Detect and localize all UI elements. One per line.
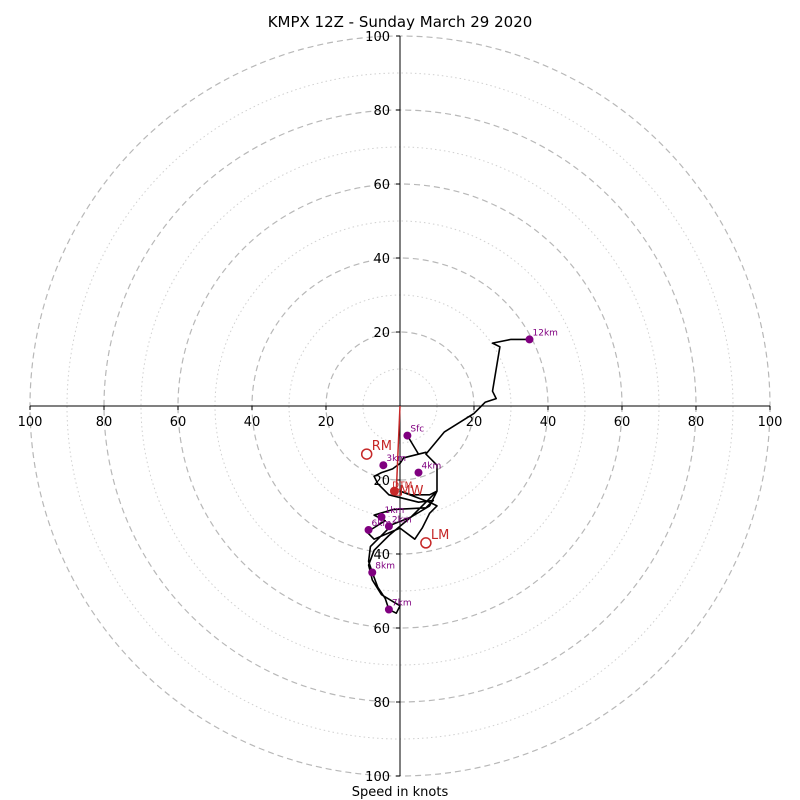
height-label-8km: 8km bbox=[375, 562, 395, 572]
x-tick-label: 20 bbox=[466, 415, 483, 430]
height-marker-3km bbox=[379, 461, 388, 470]
y-tick-label: 40 bbox=[373, 252, 390, 267]
y-tick-label: 80 bbox=[373, 696, 390, 711]
x-tick-label: 100 bbox=[18, 415, 43, 430]
x-tick-label: 60 bbox=[614, 415, 631, 430]
y-tick-label: 100 bbox=[365, 30, 390, 45]
x-tick-label: 20 bbox=[318, 415, 335, 430]
height-label-6km: 6km bbox=[372, 519, 392, 529]
height-marker-2km bbox=[384, 522, 393, 531]
height-marker-6km bbox=[364, 525, 373, 534]
storm-motion-dtm-label: DTM bbox=[392, 481, 412, 491]
height-label-sfc: Sfc bbox=[410, 425, 424, 435]
tick-labels: 100 80 60 40 20 20 40 60 80 100 100 80 60 40 20 20 40 60 8… bbox=[18, 30, 783, 785]
y-tick-label: 20 bbox=[373, 474, 390, 489]
x-tick-label: 40 bbox=[540, 415, 557, 430]
height-label-7km: 7km bbox=[392, 599, 412, 609]
y-tick-label: 20 bbox=[373, 326, 390, 341]
x-tick-label: 80 bbox=[96, 415, 113, 430]
height-marker-12km bbox=[525, 335, 534, 344]
x-tick-label: 80 bbox=[688, 415, 705, 430]
height-label-1km: 1km bbox=[385, 506, 405, 516]
height-marker-1km bbox=[377, 513, 386, 521]
storm-motion-rm-marker bbox=[360, 448, 373, 460]
x-tick-label: 60 bbox=[170, 415, 187, 430]
y-tick-label: 60 bbox=[373, 622, 390, 637]
x-tick-label: 40 bbox=[244, 415, 261, 430]
storm-motion-lm-label: LM bbox=[431, 528, 449, 543]
x-tick-label: 100 bbox=[758, 415, 783, 430]
height-marker-4km bbox=[414, 468, 423, 477]
hodograph-trace-group bbox=[365, 338, 530, 614]
height-marker-8km bbox=[368, 568, 377, 577]
y-tick-label: 80 bbox=[373, 104, 390, 119]
y-tick-label: 60 bbox=[373, 178, 390, 193]
storm-motion-mw-label: MW bbox=[399, 484, 423, 499]
storm-motion-dtm-marker bbox=[394, 488, 402, 496]
height-marker-sfc bbox=[403, 431, 412, 440]
storm-motion-rm-label: RM bbox=[372, 439, 392, 454]
y-tick-label: 100 bbox=[365, 770, 390, 785]
height-label-4km: 4km bbox=[422, 462, 442, 472]
hodograph-trace bbox=[365, 338, 530, 614]
height-label-3km: 3km bbox=[386, 454, 406, 464]
storm-motion-vector bbox=[395, 405, 401, 492]
height-marker-7km bbox=[384, 605, 393, 614]
height-label-12km: 12km bbox=[533, 328, 558, 338]
chart-title: KMPX 12Z - Sunday March 29 2020 bbox=[268, 13, 533, 31]
storm-motion-lm-marker bbox=[420, 537, 432, 549]
y-tick-label: 40 bbox=[373, 548, 390, 563]
x-axis-label: Speed in knots bbox=[352, 785, 449, 800]
height-label-2km: 2km bbox=[392, 515, 412, 525]
